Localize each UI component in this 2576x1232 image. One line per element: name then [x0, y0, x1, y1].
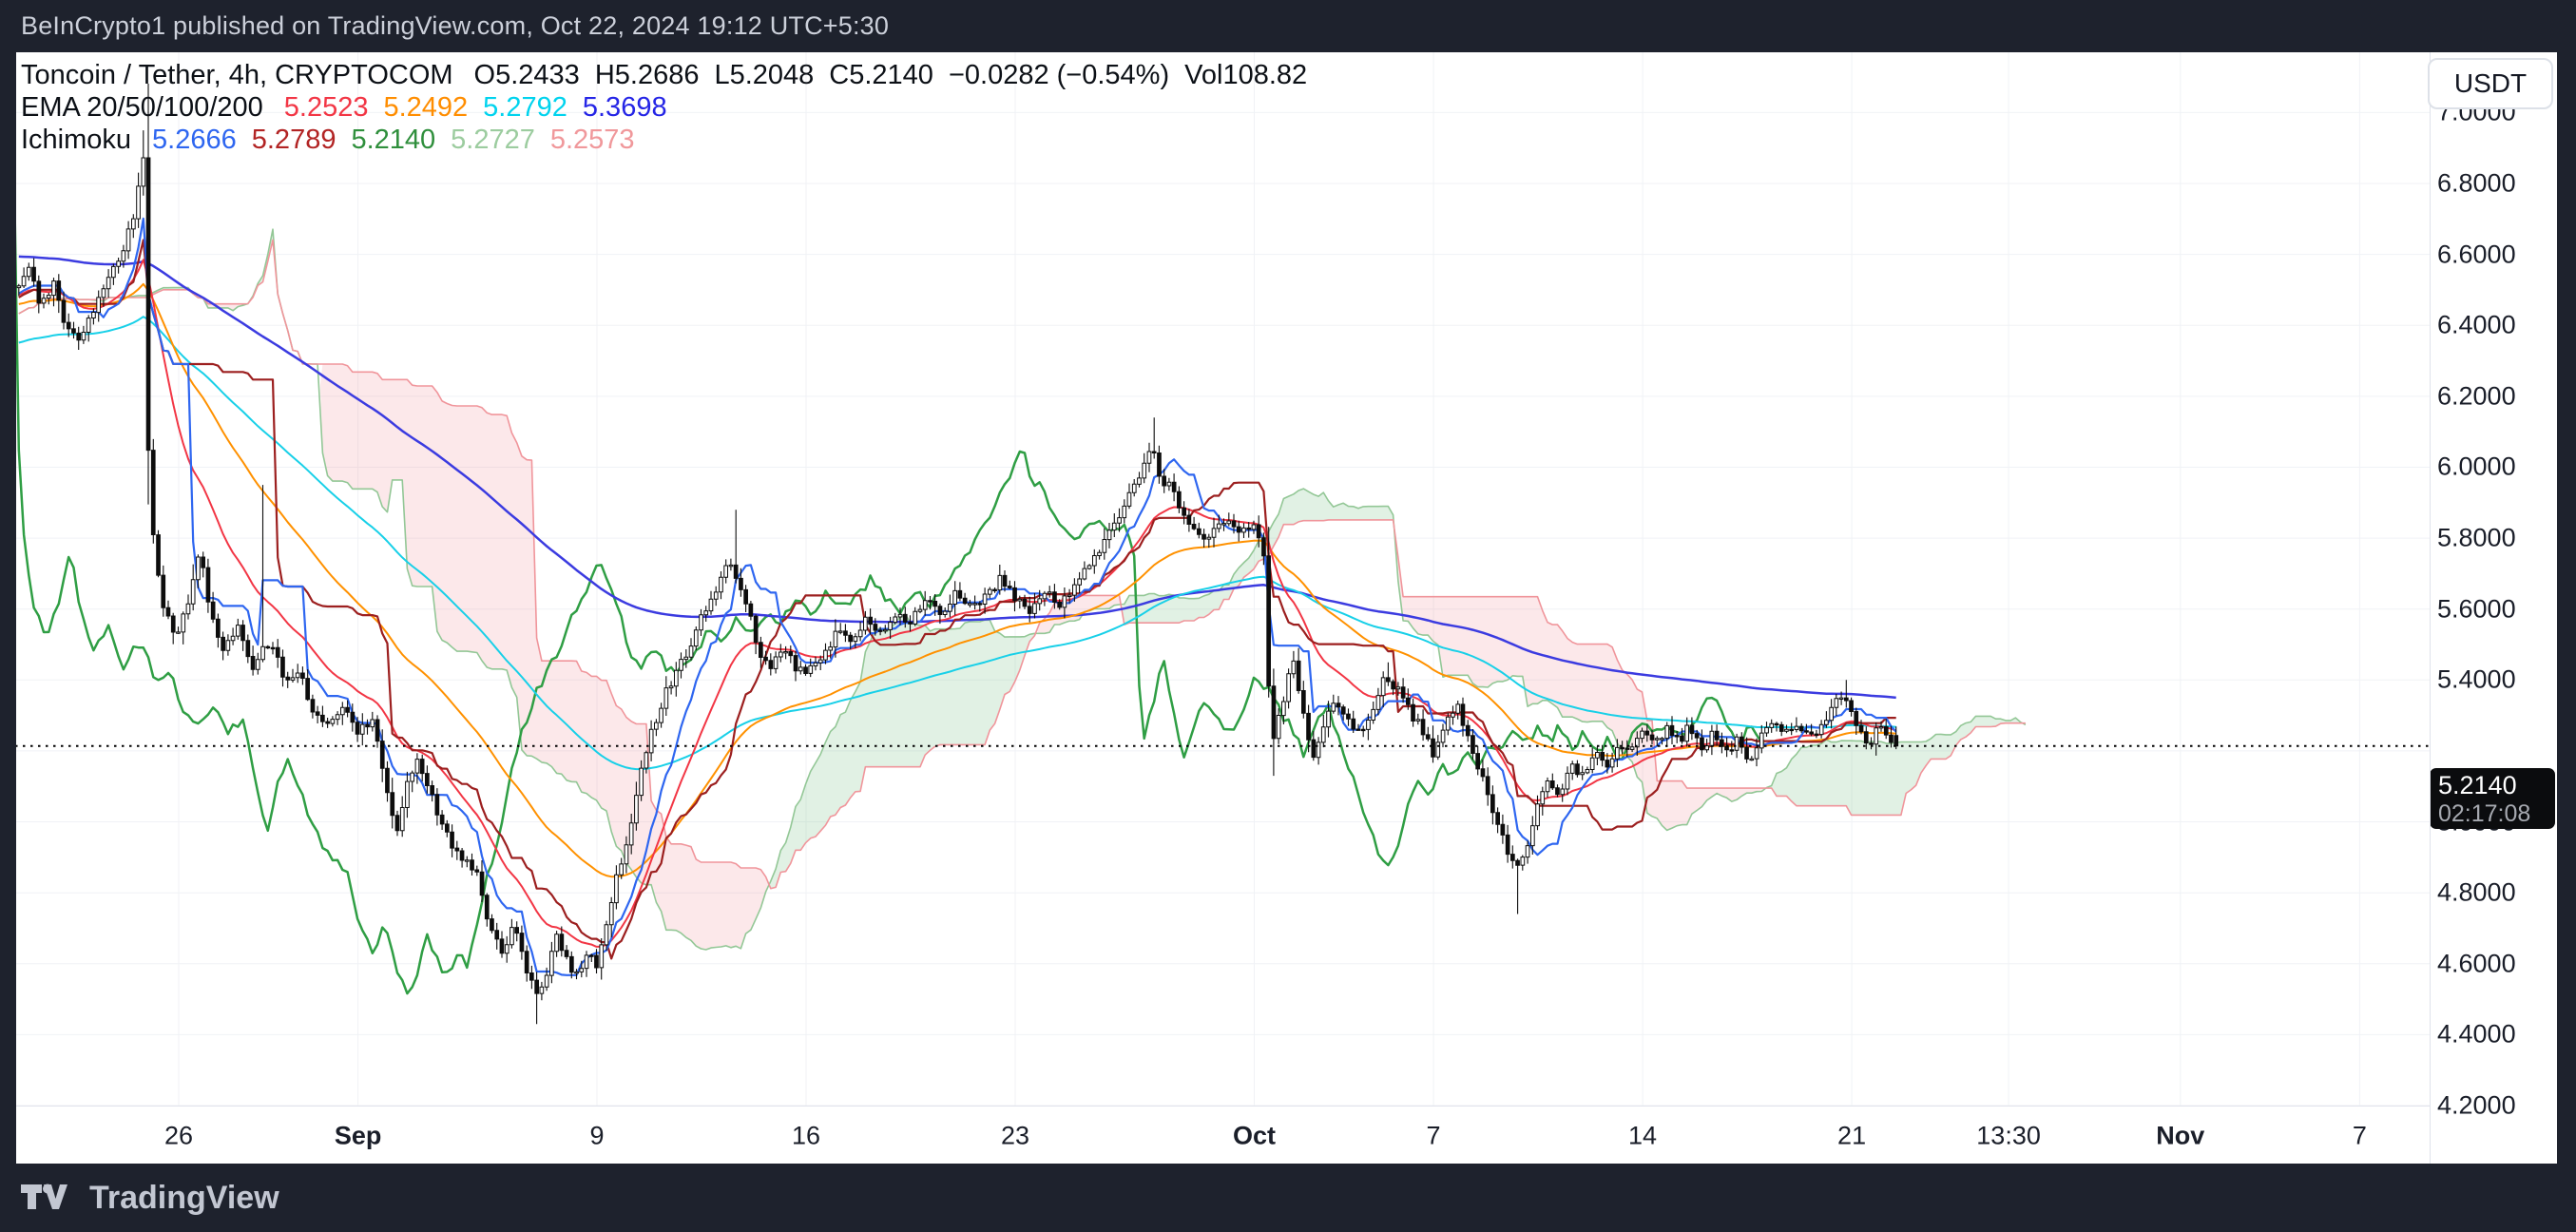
- time-tick-label: 13:30: [1976, 1121, 2041, 1149]
- top-bar: BeInCrypto1 published on TradingView.com…: [0, 0, 2576, 52]
- legend-value: H5.2686: [594, 60, 700, 90]
- legend-value: O5.2433: [473, 60, 580, 90]
- ema-100-line[interactable]: [18, 316, 1896, 771]
- legend-value: C5.2140: [829, 60, 933, 90]
- legend-value: −0.0282 (−0.54%): [948, 60, 1170, 90]
- legend-value: 5.2666: [152, 125, 237, 155]
- price-axis[interactable]: 5.2140 02:17:08 7.0000 6.8000 6.6000 6.4000…: [2430, 52, 2557, 1164]
- tradingview-logo-icon[interactable]: [21, 1181, 76, 1215]
- current-price-value: 5.2140: [2438, 770, 2517, 799]
- legend-value: 5.3698: [582, 92, 667, 123]
- ema-50-line[interactable]: [18, 282, 1896, 878]
- kijun-line[interactable]: [18, 239, 1896, 960]
- price-tick-label: 4.2000: [2437, 1090, 2516, 1120]
- price-tick-label: 5.6000: [2437, 594, 2516, 624]
- up-candles[interactable]: [16, 157, 1884, 994]
- price-tick-label: 6.8000: [2437, 168, 2516, 198]
- time-tick-label: 21: [1837, 1121, 1867, 1149]
- ichimoku-cloud[interactable]: [1122, 489, 1396, 626]
- publish-info-text: BeInCrypto1 published on TradingView.com…: [21, 11, 890, 40]
- tenkan-line[interactable]: [18, 217, 1897, 976]
- down-candles[interactable]: [31, 157, 1899, 994]
- legend-value: 5.2573: [549, 125, 635, 155]
- price-tick-label: 6.4000: [2437, 310, 2516, 339]
- time-tick-label: Nov: [2156, 1121, 2205, 1149]
- bar-countdown: 02:17:08: [2438, 799, 2531, 827]
- legend-value: 5.2492: [383, 92, 469, 123]
- legend-value: 5.2523: [283, 92, 369, 123]
- legend-ichimoku-row[interactable]: Ichimoku 5.2666 5.2789 5.2140 5.2727 5.2573: [21, 124, 1322, 156]
- legend: Toncoin / Tether, 4h, CRYPTOCOM O5.2433 H5…: [21, 59, 1322, 156]
- legend-value: L5.2048: [714, 60, 815, 90]
- time-axis[interactable]: 26 Sep 9 16 23 Oct 7 14 21 13:30 Nov 7: [0, 1106, 2557, 1165]
- price-tick-label: 4.4000: [2437, 1019, 2516, 1049]
- legend-ema-row[interactable]: EMA 20/50/100/200 5.2523 5.2492 5.2792 5.369…: [21, 91, 1322, 124]
- price-tick-label: 6.2000: [2437, 381, 2516, 411]
- time-tick-label: Oct: [1232, 1121, 1276, 1149]
- price-tick-label: 4.6000: [2437, 949, 2516, 978]
- ichimoku-cloud[interactable]: [1395, 543, 1764, 831]
- legend-value: 5.2789: [251, 125, 336, 155]
- price-tick-label: 4.8000: [2437, 877, 2516, 907]
- chikou-line[interactable]: [2, 156, 1768, 995]
- left-frame-strip: [0, 52, 16, 1232]
- time-tick-label: 7: [1426, 1121, 1441, 1149]
- time-tick-label: 16: [791, 1121, 821, 1149]
- senkou-b-line[interactable]: [18, 239, 2026, 890]
- legend-value: Ichimoku: [21, 125, 132, 155]
- time-tick-label: 23: [1001, 1121, 1030, 1149]
- right-frame-strip: [2557, 52, 2576, 1232]
- chart-plot-area[interactable]: [0, 52, 2430, 1106]
- ichimoku-cloud[interactable]: [319, 364, 769, 950]
- current-price-badge: 5.2140 02:17:08: [2430, 767, 2555, 829]
- axis-separator: [2430, 52, 2431, 1164]
- price-tick-label: 6.6000: [2437, 240, 2516, 269]
- time-tick-label: Sep: [334, 1121, 382, 1149]
- footer-bar: TradingView: [0, 1164, 2576, 1232]
- time-tick-label: 9: [589, 1121, 605, 1149]
- chart-canvas[interactable]: [0, 52, 2430, 1106]
- legend-value: EMA 20/50/100/200: [21, 92, 263, 123]
- time-tick-label: 26: [163, 1121, 194, 1149]
- senkou-a-line[interactable]: [18, 228, 2027, 951]
- legend-value: 5.2727: [451, 125, 535, 155]
- ichimoku-cloud[interactable]: [768, 614, 1038, 889]
- tradingview-logo-text[interactable]: TradingView: [89, 1179, 279, 1216]
- price-tick-label: 5.4000: [2437, 664, 2516, 694]
- legend-value: Vol108.82: [1184, 60, 1308, 90]
- currency-toggle-button[interactable]: USDT: [2428, 58, 2553, 109]
- legend-symbol-row[interactable]: Toncoin / Tether, 4h, CRYPTOCOM O5.2433 H5…: [21, 59, 1322, 91]
- ichimoku-cloud[interactable]: [245, 229, 320, 387]
- legend-value: Toncoin / Tether, 4h, CRYPTOCOM: [21, 60, 453, 90]
- time-tick-label: 14: [1628, 1121, 1658, 1149]
- legend-value: 5.2792: [483, 92, 567, 123]
- price-tick-label: 5.8000: [2437, 523, 2516, 552]
- candle-wicks[interactable]: [18, 84, 1897, 1025]
- price-tick-label: 6.0000: [2437, 452, 2516, 481]
- time-tick-label: 7: [2352, 1121, 2367, 1149]
- legend-value: 5.2140: [351, 125, 436, 155]
